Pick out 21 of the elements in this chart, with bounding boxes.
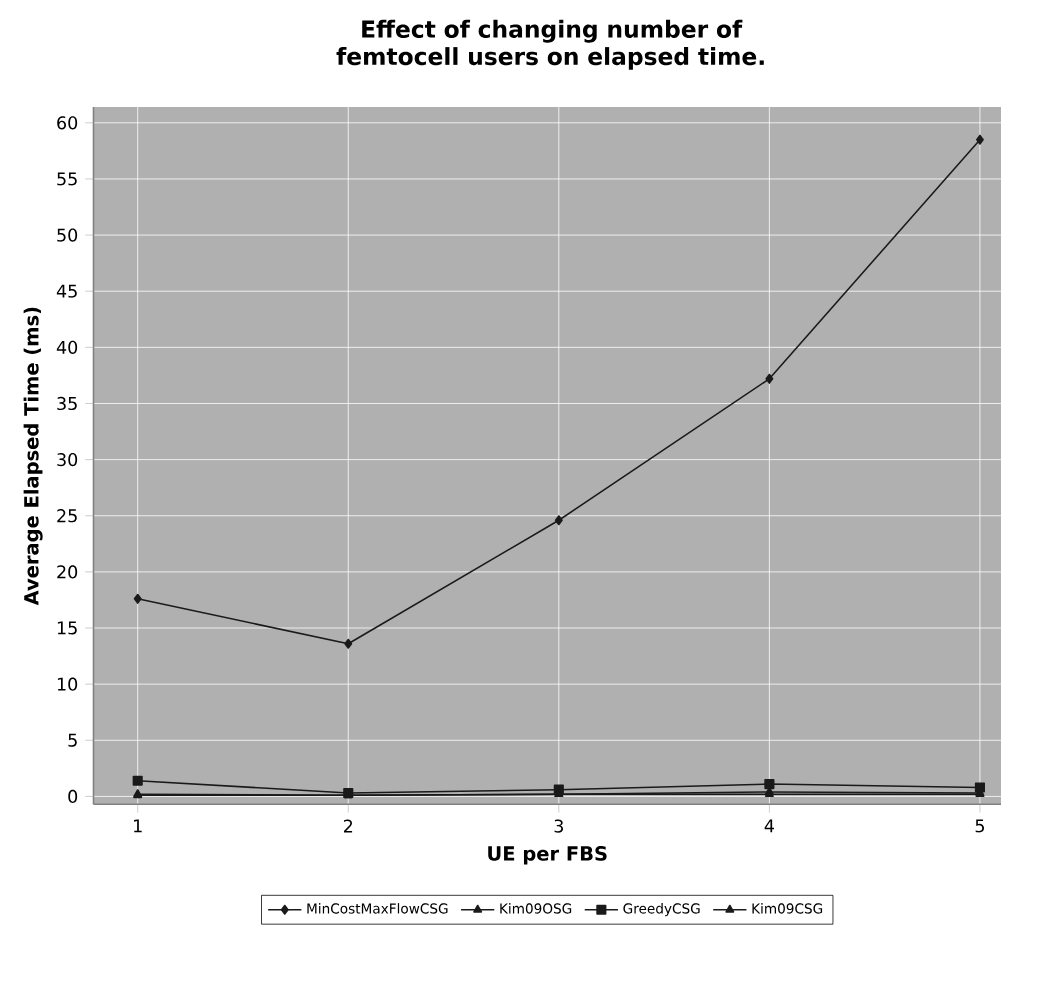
y-tick-label: 0	[68, 790, 78, 804]
y-tick-label: 35	[57, 397, 77, 411]
y-tick-label: 60	[57, 116, 78, 130]
y-tick-label: 50	[57, 228, 78, 242]
y-axis-title: Average Elapsed Time (ms)	[23, 307, 43, 606]
y-tick-label: 25	[57, 509, 77, 523]
x-tick-label: 3	[554, 819, 563, 833]
x-axis-title: UE per FBS	[488, 846, 607, 865]
y-tick-label: 55	[57, 172, 77, 186]
y-tick-label: 45	[56, 284, 77, 298]
y-tick-label: 10	[57, 677, 78, 692]
y-tick-label: 30	[57, 453, 78, 467]
y-tick-label: 40	[56, 341, 78, 355]
x-tick-label: 5	[975, 819, 984, 833]
chart-title: Effect of changing number of femtocell users on elapsed time.	[336, 20, 764, 70]
y-tick-label: 5	[68, 734, 77, 748]
x-tick-label: 2	[343, 819, 353, 833]
x-tick-label: 4	[764, 819, 774, 833]
x-tick-label: 1	[134, 819, 142, 833]
y-tick-label: 20	[57, 565, 78, 579]
y-tick-label: 15	[57, 621, 77, 635]
